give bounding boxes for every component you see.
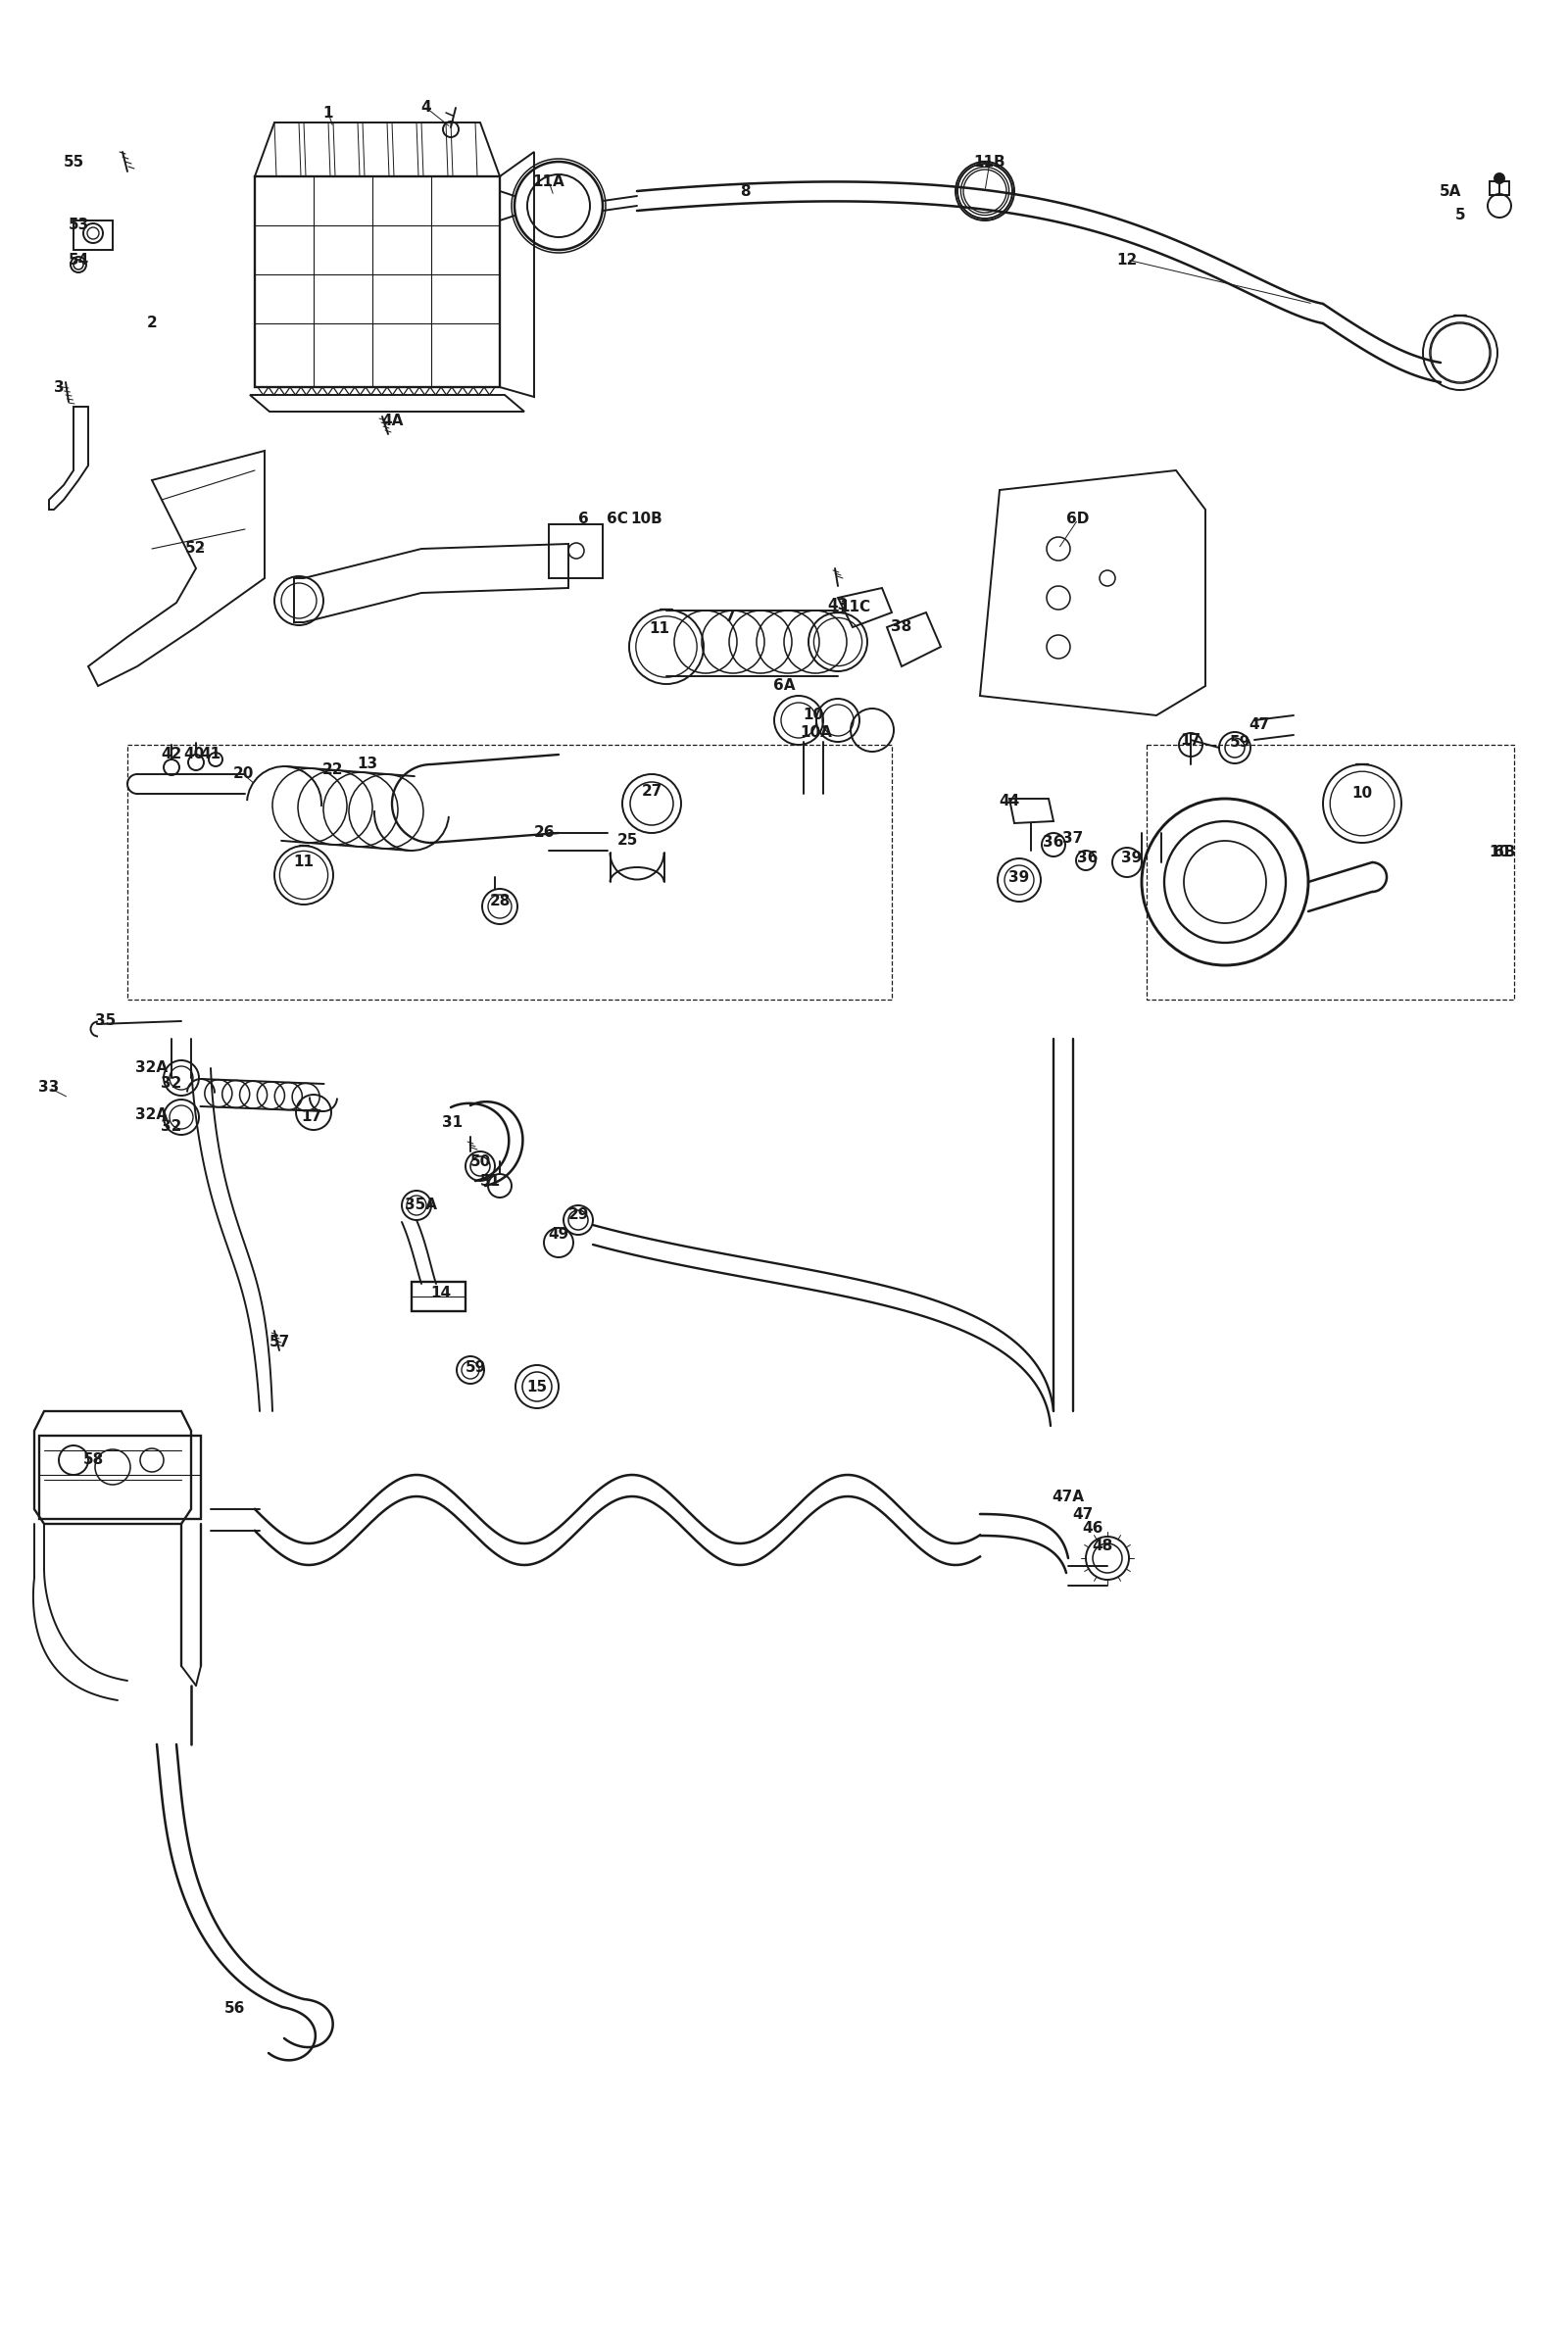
Text: 57: 57: [268, 1334, 290, 1351]
Circle shape: [1494, 174, 1504, 183]
Text: 22: 22: [323, 761, 343, 778]
Text: 43: 43: [828, 599, 848, 613]
Text: 10B: 10B: [630, 512, 663, 526]
Text: 56: 56: [224, 2001, 246, 2015]
Text: 44: 44: [999, 794, 1019, 808]
Text: 58: 58: [83, 1452, 103, 1468]
Text: 53: 53: [67, 218, 89, 233]
Text: 5: 5: [1455, 209, 1466, 223]
Text: 37: 37: [1063, 832, 1083, 846]
Text: 33: 33: [39, 1081, 60, 1095]
Text: 50: 50: [470, 1153, 491, 1167]
Text: 48: 48: [1091, 1539, 1113, 1553]
Text: 13: 13: [358, 756, 378, 773]
Text: 25: 25: [616, 834, 638, 848]
Text: 26: 26: [533, 824, 555, 841]
Text: 11: 11: [293, 855, 314, 869]
Text: 59: 59: [1229, 735, 1250, 749]
Text: 31: 31: [442, 1116, 463, 1130]
Text: 27: 27: [641, 785, 662, 799]
Text: 28: 28: [489, 895, 510, 909]
Text: 41: 41: [201, 747, 221, 761]
Text: 40: 40: [183, 747, 204, 761]
Text: 39: 39: [1008, 869, 1030, 886]
Text: 47: 47: [1248, 719, 1270, 733]
Text: 39: 39: [1121, 850, 1143, 864]
Text: 6B: 6B: [1493, 846, 1515, 860]
Text: 3: 3: [53, 381, 64, 395]
Text: 47A: 47A: [1052, 1489, 1085, 1506]
Text: 17: 17: [301, 1109, 321, 1125]
Text: 14: 14: [431, 1287, 452, 1301]
Text: 38: 38: [891, 620, 913, 634]
Text: 11C: 11C: [839, 601, 870, 615]
Text: 35: 35: [96, 1015, 116, 1029]
Text: 1: 1: [323, 106, 334, 120]
Text: 4: 4: [422, 101, 431, 115]
Bar: [39, 1435, 201, 1520]
Text: 42: 42: [162, 747, 182, 761]
Text: 32A: 32A: [136, 1109, 168, 1123]
Text: 11A: 11A: [533, 174, 564, 188]
Text: 52: 52: [185, 540, 207, 557]
Text: 4A: 4A: [381, 413, 403, 430]
Bar: [1490, 181, 1508, 195]
Text: 51: 51: [480, 1174, 500, 1189]
Text: 12: 12: [1116, 251, 1137, 268]
Text: 10: 10: [1490, 846, 1510, 860]
Bar: [127, 745, 892, 1001]
Text: 59: 59: [464, 1360, 486, 1374]
Text: 7: 7: [724, 611, 735, 625]
Bar: [1146, 745, 1515, 1001]
Text: 8: 8: [740, 183, 750, 197]
Text: 36: 36: [1077, 850, 1098, 864]
Text: 32: 32: [162, 1076, 182, 1090]
Text: 15: 15: [527, 1379, 547, 1393]
Text: 46: 46: [1082, 1522, 1104, 1536]
Text: 32A: 32A: [136, 1062, 168, 1076]
Text: 10: 10: [1352, 787, 1372, 801]
Text: 29: 29: [568, 1207, 588, 1221]
Text: 20: 20: [232, 766, 254, 782]
Text: 6D: 6D: [1066, 512, 1090, 526]
Text: 6: 6: [579, 512, 588, 526]
Text: 32: 32: [162, 1120, 182, 1135]
Text: 10A: 10A: [800, 726, 833, 740]
Text: 11B: 11B: [974, 155, 1005, 169]
Text: 6A: 6A: [773, 679, 795, 693]
Text: 55: 55: [63, 155, 85, 169]
Text: 35A: 35A: [405, 1198, 437, 1212]
Text: 54: 54: [67, 251, 89, 268]
Text: 49: 49: [549, 1229, 569, 1243]
Text: 5A: 5A: [1439, 183, 1461, 197]
Text: 47: 47: [1073, 1506, 1093, 1522]
Text: 36: 36: [1043, 836, 1065, 850]
Text: 10: 10: [803, 707, 823, 723]
Text: 11: 11: [649, 622, 670, 637]
Text: 6C: 6C: [607, 512, 629, 526]
Text: 2: 2: [147, 317, 157, 331]
Text: 17: 17: [1181, 733, 1201, 747]
Bar: [411, 1283, 466, 1311]
